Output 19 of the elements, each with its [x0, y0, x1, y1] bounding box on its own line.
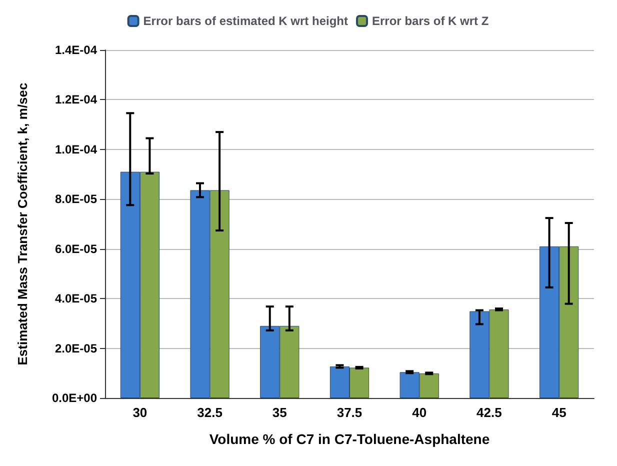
y-tick-label: 4.0E-05 — [54, 292, 98, 306]
y-tick-label: 0.0E+00 — [52, 391, 98, 405]
legend-label: Error bars of estimated K wrt height — [143, 14, 348, 28]
y-tick-label: 1.4E-04 — [54, 43, 98, 57]
y-tick-label: 1.2E-04 — [54, 92, 98, 107]
x-axis-title: Volume % of C7 in C7-Toluene-Asphaltene — [209, 431, 490, 447]
legend-label: Error bars of K wrt Z — [372, 14, 489, 28]
y-tick-label: 1.0E-04 — [54, 142, 98, 156]
x-tick-label: 37.5 — [336, 405, 362, 420]
x-tick-label: 30 — [132, 405, 148, 420]
x-tick-label: 35 — [272, 405, 287, 420]
x-tick-label: 32.5 — [197, 405, 222, 420]
y-tick-label: 2.0E-05 — [54, 341, 98, 356]
y-axis-title: Estimated Mass Transfer Coefficient, k, m/sec — [15, 82, 30, 366]
x-tick-label: 40 — [412, 405, 427, 420]
y-tick-label: 6.0E-05 — [54, 242, 98, 256]
x-tick-label: 45 — [552, 405, 566, 420]
y-tick-label: 8.0E-05 — [54, 192, 98, 206]
x-tick-label: 42.5 — [476, 405, 502, 420]
